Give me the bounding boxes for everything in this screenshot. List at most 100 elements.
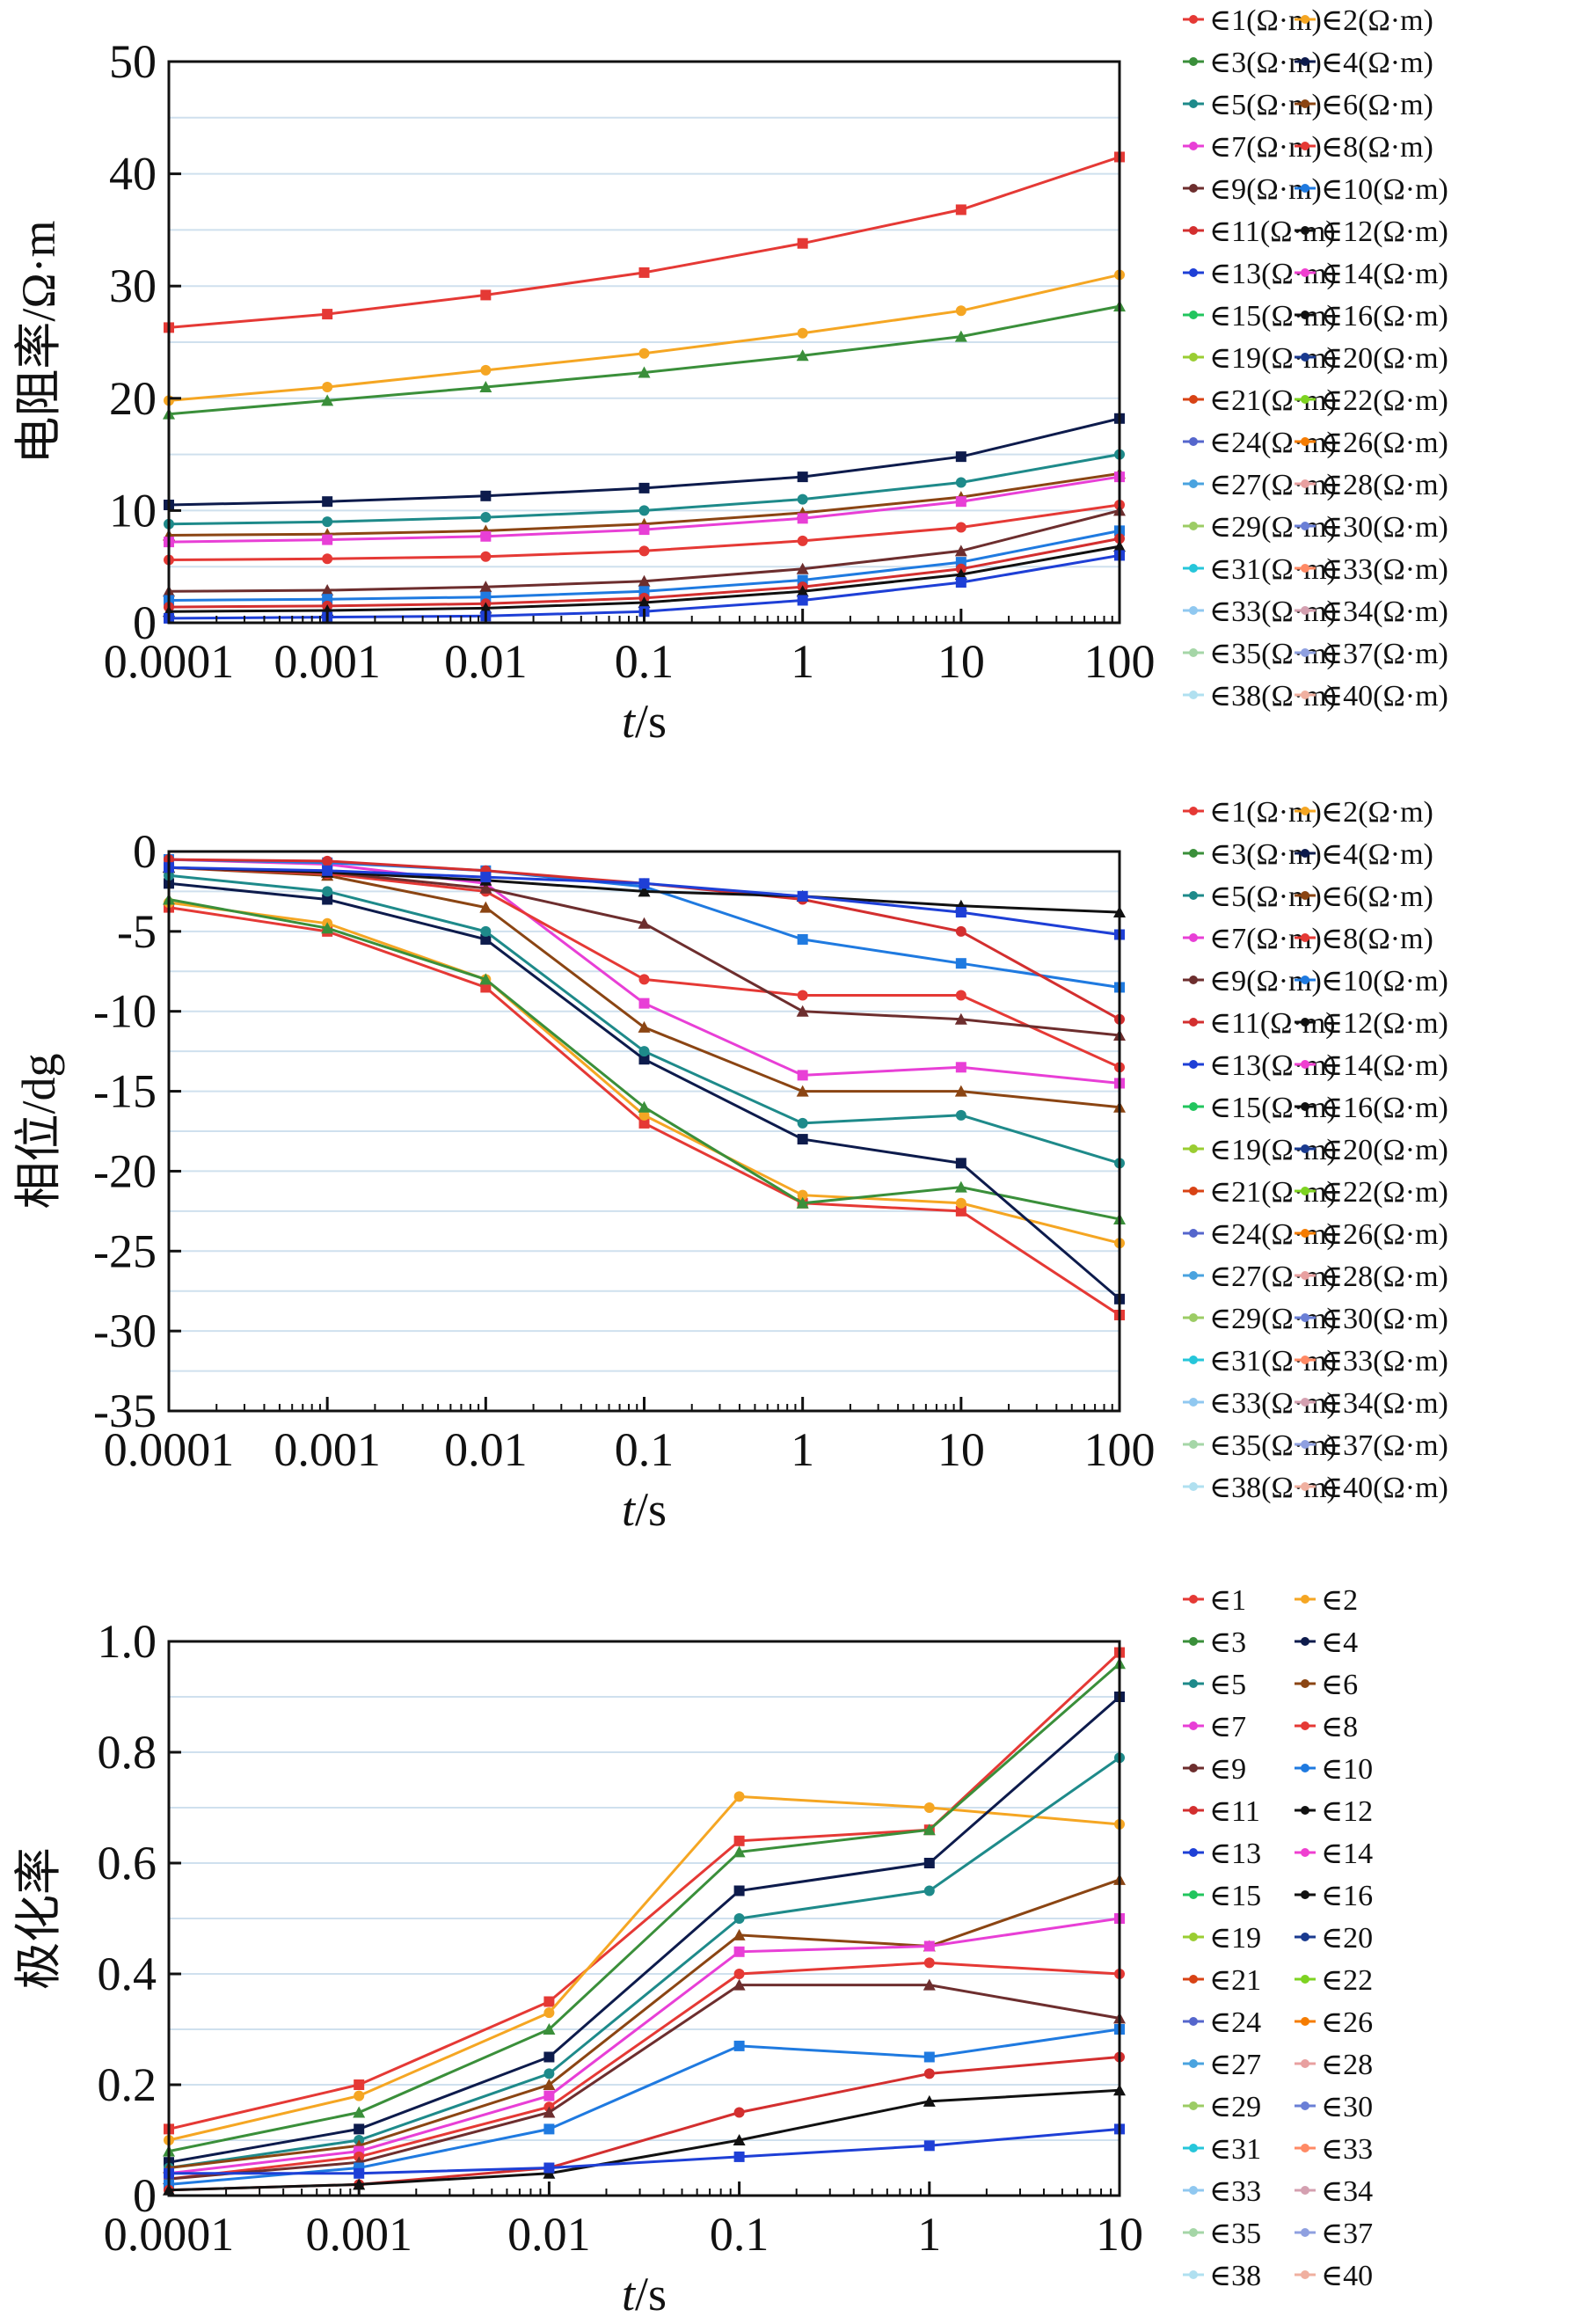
x-axis-label-unit: /s [635,695,667,748]
data-point [954,544,967,557]
legend-marker [1189,353,1198,362]
legend-marker [1301,648,1309,657]
data-point [954,330,967,342]
data-point [543,2079,556,2090]
data-point [354,2090,365,2101]
x-axis-label-unit: /s [635,2268,667,2320]
data-point [638,1109,650,1121]
data-point [955,496,966,508]
data-point [733,1845,746,1858]
y-axis-label: 相位/dg [12,1053,65,1209]
data-point [955,907,966,918]
legend-marker [1301,1637,1309,1646]
data-point [480,530,492,542]
legend-marker [1189,184,1198,193]
x-tick-label: 0.001 [305,2208,412,2261]
series-line [168,1695,1120,2164]
legend-item: ∈24 [1209,2006,1261,2039]
data-point [638,974,650,985]
data-point [797,933,808,945]
legend-marker [1189,1018,1198,1027]
data-point [955,451,966,463]
legend-item: ∈22 [1321,1964,1373,1997]
x-axis-label-var: t [622,2268,637,2320]
legend-item: ∈35 [1209,2218,1261,2250]
legend-item: ∈33 [1209,2175,1261,2208]
legend-marker [1189,2101,1198,2110]
data-point [638,998,650,1009]
legend-marker [1301,437,1309,446]
data-point [638,917,651,929]
data-point [797,1070,808,1081]
data-point [797,327,808,339]
data-point [354,2167,365,2179]
data-point [733,1928,746,1940]
data-point [955,958,966,969]
legend-item: ∈15(Ω·m) [1209,300,1337,333]
series-line [168,901,1120,1245]
legend-marker [1189,606,1198,615]
data-point [797,990,808,1001]
legend-item: ∈11 [1209,1795,1260,1828]
x-tick-label: 100 [1084,635,1156,688]
data-point [797,595,808,606]
legend-marker [1301,1018,1309,1027]
data-point [479,973,492,985]
legend-item: ∈29 [1209,2091,1261,2123]
data-point [354,2123,365,2135]
legend-item: ∈15 [1209,1880,1261,1912]
data-point [923,2051,935,2063]
legend-marker [1301,1187,1309,1195]
data-point [480,982,492,993]
legend-marker [1301,142,1309,150]
x-tick-label: 1 [791,635,814,688]
legend-marker [1301,184,1309,193]
legend-item: ∈10(Ω·m) [1321,965,1448,998]
legend-item: ∈6 [1321,1669,1358,1701]
data-point [954,1085,967,1097]
data-point [543,1996,555,2007]
legend-marker [1189,1679,1198,1688]
legend-marker [1301,2186,1309,2195]
data-point [733,1913,745,1924]
data-point [955,477,966,488]
legend-marker [1189,891,1198,900]
legend-item: ∈11(Ω·m) [1209,216,1336,248]
data-point [955,1205,966,1217]
data-point [955,990,966,1001]
legend-item: ∈12 [1321,1795,1373,1828]
legend-marker [1189,15,1198,24]
legend-marker [1189,1806,1198,1815]
legend-marker [1301,976,1309,984]
legend-marker [1301,849,1309,858]
legend-marker [1189,1721,1198,1730]
data-point [638,366,651,378]
data-point [322,382,333,393]
data-point [923,1802,935,1813]
data-point [797,1189,808,1201]
legend-item: ∈31(Ω·m) [1209,1345,1337,1378]
series-line [168,273,1120,402]
legend-item: ∈35(Ω·m) [1209,638,1337,670]
data-point [543,2106,556,2118]
data-point [638,878,650,889]
legend-marker [1301,1440,1309,1449]
legend-marker [1189,2144,1198,2152]
legend-marker [1301,1229,1309,1238]
legend-marker [1189,849,1198,858]
data-point [797,493,808,505]
data-point [638,524,650,536]
legend-item: ∈33(Ω·m) [1321,1345,1448,1378]
legend-item: ∈33(Ω·m) [1209,596,1337,628]
legend-item: ∈33 [1321,2133,1373,2166]
legend-marker [1189,2186,1198,2195]
data-point [733,2107,745,2118]
legend-marker [1189,1933,1198,1941]
data-point [955,1197,966,1209]
data-point [479,581,492,593]
legend-item: ∈24(Ω·m) [1209,427,1337,459]
legend-item: ∈16(Ω·m) [1321,1092,1448,1124]
legend-item: ∈21 [1209,1964,1261,1997]
legend-marker [1301,268,1309,277]
